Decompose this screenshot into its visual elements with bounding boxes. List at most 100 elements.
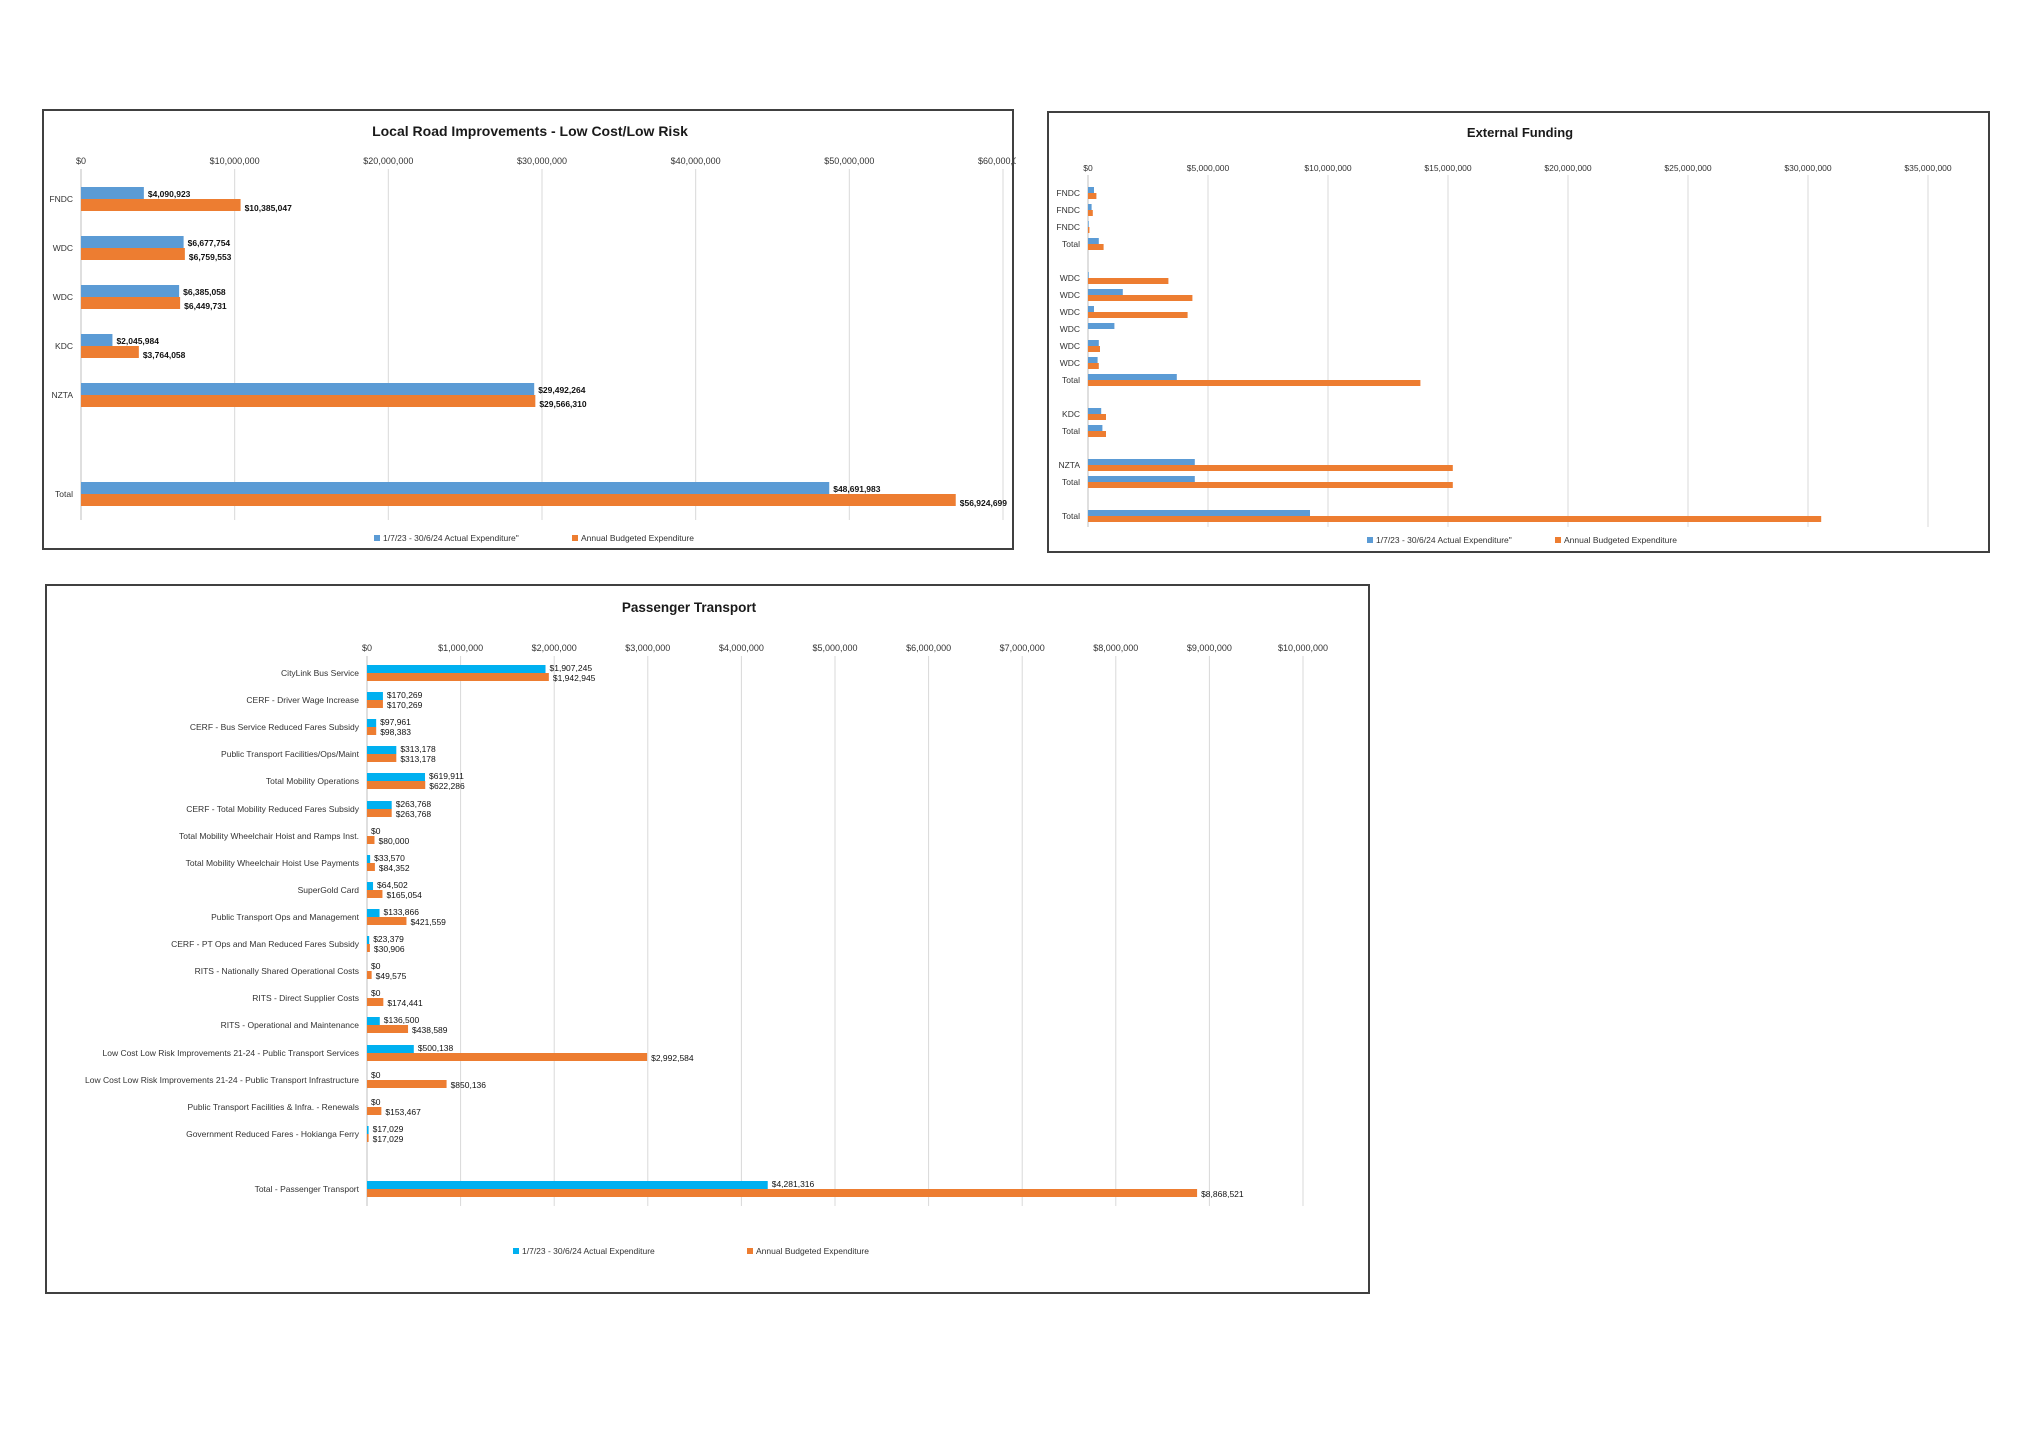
pt-category-label: CERF - Bus Service Reduced Fares Subsidy — [190, 722, 360, 732]
pt-data-label: $0 — [371, 826, 381, 836]
pt-bar-budget — [367, 944, 370, 952]
lri-data-label: $4,090,923 — [148, 189, 191, 199]
pt-bar-actual — [367, 1181, 768, 1189]
ext-bar-actual — [1088, 510, 1310, 516]
ext-category-label: WDC — [1060, 341, 1080, 351]
ext-legend-label-1: Annual Budgeted Expenditure — [1564, 535, 1677, 545]
ext-category-label: WDC — [1060, 358, 1080, 368]
ext-bar-budget — [1088, 516, 1822, 522]
pt-category-label: RITS - Nationally Shared Operational Cos… — [195, 966, 359, 976]
lri-data-label: $6,449,731 — [184, 301, 227, 311]
pt-data-label: $0 — [371, 961, 381, 971]
pt-data-label: $438,589 — [412, 1025, 448, 1035]
chart-external-funding: External Funding $0 $5,000,000 $10,000,000 $… — [1047, 111, 1990, 553]
pt-bar-budget — [367, 836, 375, 844]
ext-category-label: WDC — [1060, 324, 1080, 334]
ext-bar-budget — [1088, 227, 1090, 233]
ext-category-label: KDC — [1062, 409, 1080, 419]
ext-category-label: Total — [1062, 511, 1080, 521]
lri-bar-actual — [81, 383, 535, 395]
lri-bar-budget — [81, 395, 536, 407]
pt-data-label: $850,136 — [451, 1080, 487, 1090]
ext-category-label: WDC — [1060, 307, 1080, 317]
pt-data-label: $80,000 — [378, 836, 409, 846]
ext-category-label: FNDC — [1056, 205, 1080, 215]
lri-bar-budget — [81, 346, 139, 358]
pt-legend-swatch-1 — [747, 1248, 753, 1254]
ext-legend-swatch-1 — [1555, 537, 1561, 543]
pt-bar-actual — [367, 746, 397, 754]
ext-bar-budget — [1088, 193, 1097, 199]
lri-bar-budget — [81, 297, 181, 309]
pt-bar-actual — [367, 692, 383, 700]
pt-data-label: $0 — [371, 1097, 381, 1107]
ext-bar-actual — [1088, 374, 1177, 380]
ext-bar-actual — [1088, 238, 1099, 244]
ext-bar-budget — [1088, 278, 1169, 284]
ext-bar-budget — [1088, 465, 1453, 471]
pt-chart-svg: Passenger Transport $0 $1,000,000 $2,000,00… — [85, 600, 1328, 1256]
lri-x-tick-label: $60,000,000 — [978, 156, 1016, 166]
ext-legend-swatch-0 — [1367, 537, 1373, 543]
pt-category-label: Total Mobility Operations — [266, 776, 359, 786]
lri-category-label: NZTA — [51, 390, 73, 400]
lri-data-label: $6,385,058 — [183, 287, 226, 297]
ext-bar-budget — [1088, 482, 1453, 488]
ext-bar-actual — [1088, 289, 1123, 295]
pt-category-label: CERF - PT Ops and Man Reduced Fares Subs… — [171, 939, 360, 949]
pt-category-label: CERF - Total Mobility Reduced Fares Subs… — [186, 804, 359, 814]
ext-category-label: Total — [1062, 239, 1080, 249]
lri-category-label: FNDC — [49, 194, 73, 204]
pt-data-label: $17,029 — [373, 1134, 404, 1144]
ext-category-label: WDC — [1060, 273, 1080, 283]
pt-x-tick-label: $10,000,000 — [1278, 643, 1328, 653]
pt-data-label: $619,911 — [429, 771, 464, 781]
lri-bar-actual — [81, 482, 830, 494]
pt-category-label: CERF - Driver Wage Increase — [246, 695, 359, 705]
pt-x-tick-label: $6,000,000 — [906, 643, 951, 653]
ext-category-label: Total — [1062, 375, 1080, 385]
lri-data-label: $48,691,983 — [833, 484, 881, 494]
ext-bar-actual — [1088, 459, 1195, 465]
pt-bar-budget — [367, 917, 407, 925]
lri-legend-swatch-0 — [374, 535, 380, 541]
pt-category-label: Public Transport Ops and Management — [211, 912, 360, 922]
pt-data-label: $4,281,316 — [772, 1179, 815, 1189]
pt-x-tick-label: $1,000,000 — [438, 643, 483, 653]
ext-bar-budget — [1088, 414, 1106, 420]
ext-x-tick-label: $15,000,000 — [1424, 163, 1472, 173]
ext-category-label: WDC — [1060, 290, 1080, 300]
pt-category-label: Public Transport Facilities/Ops/Maint — [221, 749, 360, 759]
lri-x-tick-label: $50,000,000 — [824, 156, 874, 166]
ext-chart-svg: External Funding $0 $5,000,000 $10,000,000 $… — [1056, 125, 1952, 545]
pt-bar-budget — [367, 1189, 1198, 1197]
ext-bar-actual — [1088, 204, 1092, 210]
ext-x-tick-label: $0 — [1083, 163, 1093, 173]
lri-chart-svg: Local Road Improvements - Low Cost/Low R… — [49, 123, 1016, 543]
lri-category-label: KDC — [55, 341, 73, 351]
pt-legend-label-1: Annual Budgeted Expenditure — [756, 1246, 869, 1256]
pt-data-label: $622,286 — [429, 781, 465, 791]
ext-x-tick-label: $5,000,000 — [1187, 163, 1230, 173]
pt-data-label: $133,866 — [384, 907, 420, 917]
pt-bar-actual — [367, 936, 370, 944]
pt-data-label: $49,575 — [376, 971, 407, 981]
lri-data-label: $6,759,553 — [189, 252, 232, 262]
lri-legend-swatch-1 — [572, 535, 578, 541]
ext-bar-budget — [1088, 295, 1193, 301]
pt-category-label: Total Mobility Wheelchair Hoist Use Paym… — [186, 858, 359, 868]
pt-data-label: $97,961 — [380, 717, 411, 727]
lri-x-tick-label: $0 — [76, 156, 86, 166]
chart-passenger-transport: Passenger Transport $0 $1,000,000 $2,000,00… — [45, 584, 1370, 1294]
ext-x-tick-label: $30,000,000 — [1784, 163, 1832, 173]
pt-data-label: $421,559 — [410, 917, 446, 927]
lri-data-label: $56,924,699 — [960, 498, 1008, 508]
ext-bar-actual — [1088, 476, 1195, 482]
pt-bar-budget — [367, 781, 426, 789]
pt-category-label: RITS - Direct Supplier Costs — [252, 993, 359, 1003]
pt-data-label: $313,178 — [400, 744, 436, 754]
ext-category-label: FNDC — [1056, 188, 1080, 198]
pt-category-label: Total - Passenger Transport — [255, 1184, 360, 1194]
lri-bar-budget — [81, 199, 241, 211]
ext-bar-actual — [1088, 272, 1089, 278]
